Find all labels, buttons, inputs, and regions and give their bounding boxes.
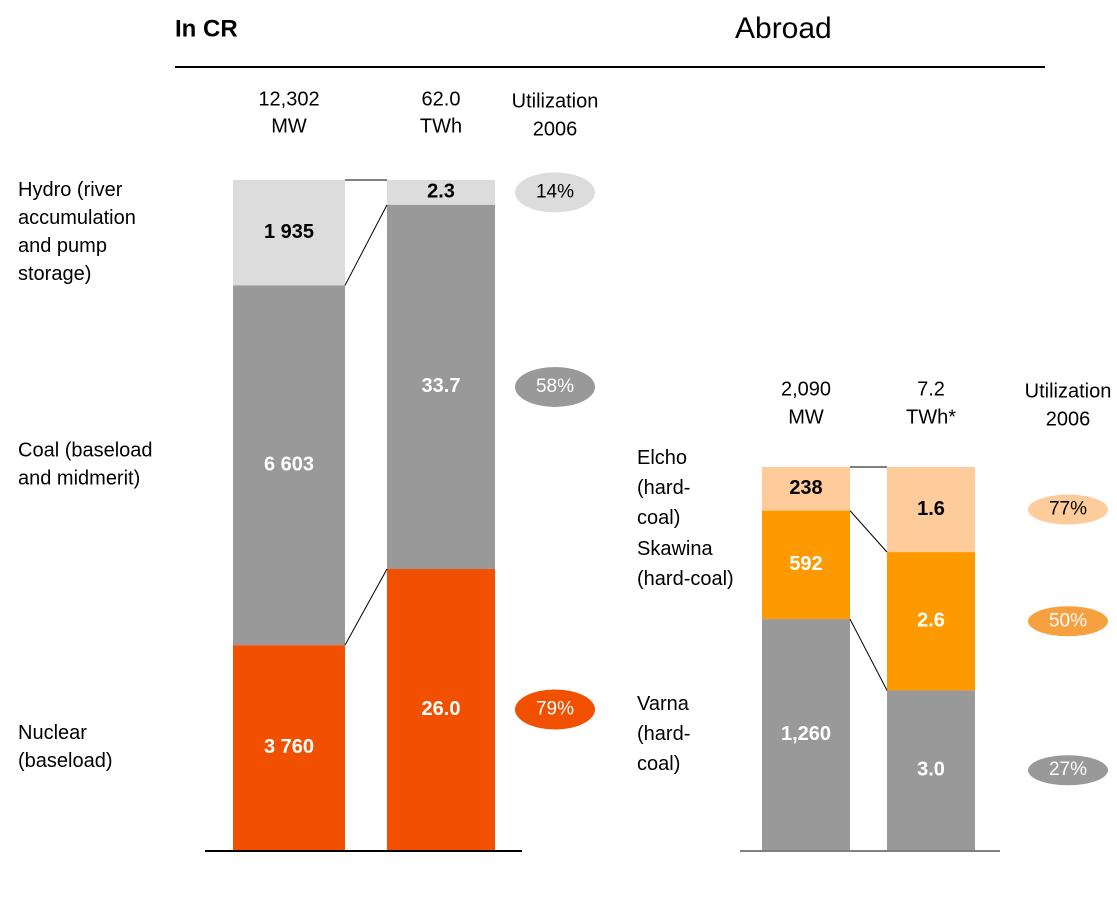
bar-segment xyxy=(233,180,345,286)
utilization-badge xyxy=(1028,606,1108,637)
connector xyxy=(849,618,888,691)
value-label: 1,260 xyxy=(781,723,831,745)
segment-label: (baseload) xyxy=(18,750,113,772)
utilization-badge xyxy=(515,689,595,730)
column-header: TWh xyxy=(420,115,462,137)
column-header: 62.0 xyxy=(422,88,461,110)
value-label: 3 760 xyxy=(264,736,314,758)
column-header: MW xyxy=(271,115,307,137)
utilization-header: 2006 xyxy=(533,118,578,140)
connector xyxy=(344,568,388,646)
segment-label: Coal (baseload xyxy=(18,440,153,462)
bar-segment xyxy=(762,619,850,850)
segment-label: (hard-coal) xyxy=(637,568,734,590)
utilization-badge xyxy=(515,366,595,407)
segment-label: storage) xyxy=(18,263,91,285)
column-header: 7.2 xyxy=(917,378,945,400)
bar-segment xyxy=(762,510,850,620)
segment-label: and pump xyxy=(18,235,107,257)
value-label: 238 xyxy=(789,477,822,499)
utilization-header: Utilization xyxy=(512,90,599,112)
bar-segment xyxy=(387,204,495,570)
segment-label: Hydro (river xyxy=(18,179,123,201)
segment-label: Skawina xyxy=(637,538,713,560)
utilization-label: 77% xyxy=(1049,499,1087,520)
column-header: 12,302 xyxy=(258,88,319,110)
utilization-header: Utilization xyxy=(1025,380,1112,402)
value-label: 26.0 xyxy=(422,698,461,720)
segment-label: coal) xyxy=(637,753,680,775)
column-header: TWh* xyxy=(906,406,956,428)
segment-label: (hard- xyxy=(637,477,690,499)
connector xyxy=(344,204,388,286)
utilization-label: 27% xyxy=(1049,759,1087,780)
segment-label: Nuclear xyxy=(18,722,87,744)
column-header: 2,090 xyxy=(781,378,831,400)
panel-title: In CR xyxy=(175,15,238,42)
value-label: 2.3 xyxy=(427,181,455,203)
bar-segment xyxy=(887,467,975,553)
bar-segment xyxy=(887,690,975,850)
utilization-label: 14% xyxy=(536,181,574,202)
segment-label: coal) xyxy=(637,507,680,529)
value-label: 6 603 xyxy=(264,454,314,476)
segment-label: Varna xyxy=(637,693,690,715)
column-header: MW xyxy=(788,406,824,428)
segment-label: accumulation xyxy=(18,207,136,229)
utilization-badge xyxy=(1028,755,1108,786)
value-label: 3.0 xyxy=(917,758,945,780)
utilization-header: 2006 xyxy=(1046,408,1091,430)
value-label: 1.6 xyxy=(917,498,945,520)
bar-segment xyxy=(762,467,850,511)
bar-segment xyxy=(387,180,495,205)
utilization-label: 79% xyxy=(536,699,574,720)
value-label: 33.7 xyxy=(422,375,461,397)
bar-segment xyxy=(233,645,345,850)
segment-label: and midmerit) xyxy=(18,468,140,490)
utilization-badge xyxy=(1028,494,1108,525)
segment-label: (hard- xyxy=(637,723,690,745)
bar-segment xyxy=(387,569,495,850)
connector xyxy=(849,510,888,553)
utilization-label: 50% xyxy=(1049,610,1087,631)
utilization-badge xyxy=(515,172,595,213)
segment-label: Elcho xyxy=(637,447,687,469)
utilization-label: 58% xyxy=(536,376,574,397)
value-label: 592 xyxy=(789,553,822,575)
value-label: 1 935 xyxy=(264,221,314,243)
value-label: 2.6 xyxy=(917,610,945,632)
bar-segment xyxy=(233,285,345,646)
panel-title: Abroad xyxy=(735,12,832,45)
bar-segment xyxy=(887,552,975,691)
